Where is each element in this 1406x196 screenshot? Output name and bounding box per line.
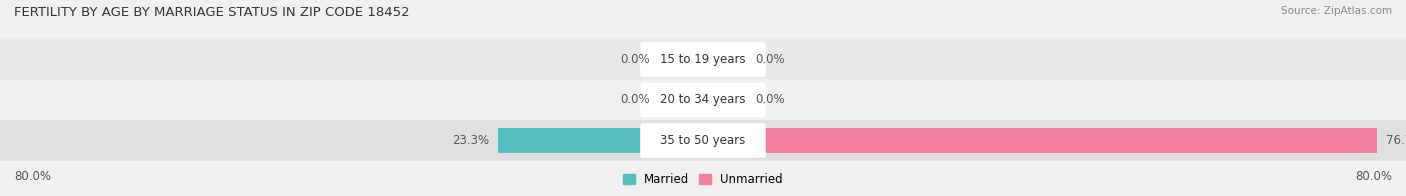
Text: 20 to 34 years: 20 to 34 years (661, 93, 745, 106)
Text: 15 to 19 years: 15 to 19 years (661, 53, 745, 66)
Text: 80.0%: 80.0% (1355, 170, 1392, 183)
Bar (659, 47, 703, 72)
Legend: Married, Unmarried: Married, Unmarried (623, 173, 783, 186)
FancyBboxPatch shape (640, 123, 766, 158)
Bar (659, 87, 703, 113)
Text: 76.7%: 76.7% (1386, 134, 1406, 147)
Text: FERTILITY BY AGE BY MARRIAGE STATUS IN ZIP CODE 18452: FERTILITY BY AGE BY MARRIAGE STATUS IN Z… (14, 6, 409, 19)
Text: 80.0%: 80.0% (14, 170, 51, 183)
Bar (703, 128, 1376, 153)
FancyBboxPatch shape (0, 39, 1406, 80)
Bar (703, 87, 747, 113)
Text: 0.0%: 0.0% (756, 93, 786, 106)
Text: 0.0%: 0.0% (620, 53, 650, 66)
Bar (498, 128, 703, 153)
FancyBboxPatch shape (0, 120, 1406, 161)
Text: Source: ZipAtlas.com: Source: ZipAtlas.com (1281, 6, 1392, 16)
FancyBboxPatch shape (640, 42, 766, 77)
Text: 0.0%: 0.0% (756, 53, 786, 66)
Bar (703, 47, 747, 72)
FancyBboxPatch shape (0, 80, 1406, 120)
Text: 0.0%: 0.0% (620, 93, 650, 106)
FancyBboxPatch shape (640, 83, 766, 117)
Text: 35 to 50 years: 35 to 50 years (661, 134, 745, 147)
Text: 23.3%: 23.3% (453, 134, 489, 147)
